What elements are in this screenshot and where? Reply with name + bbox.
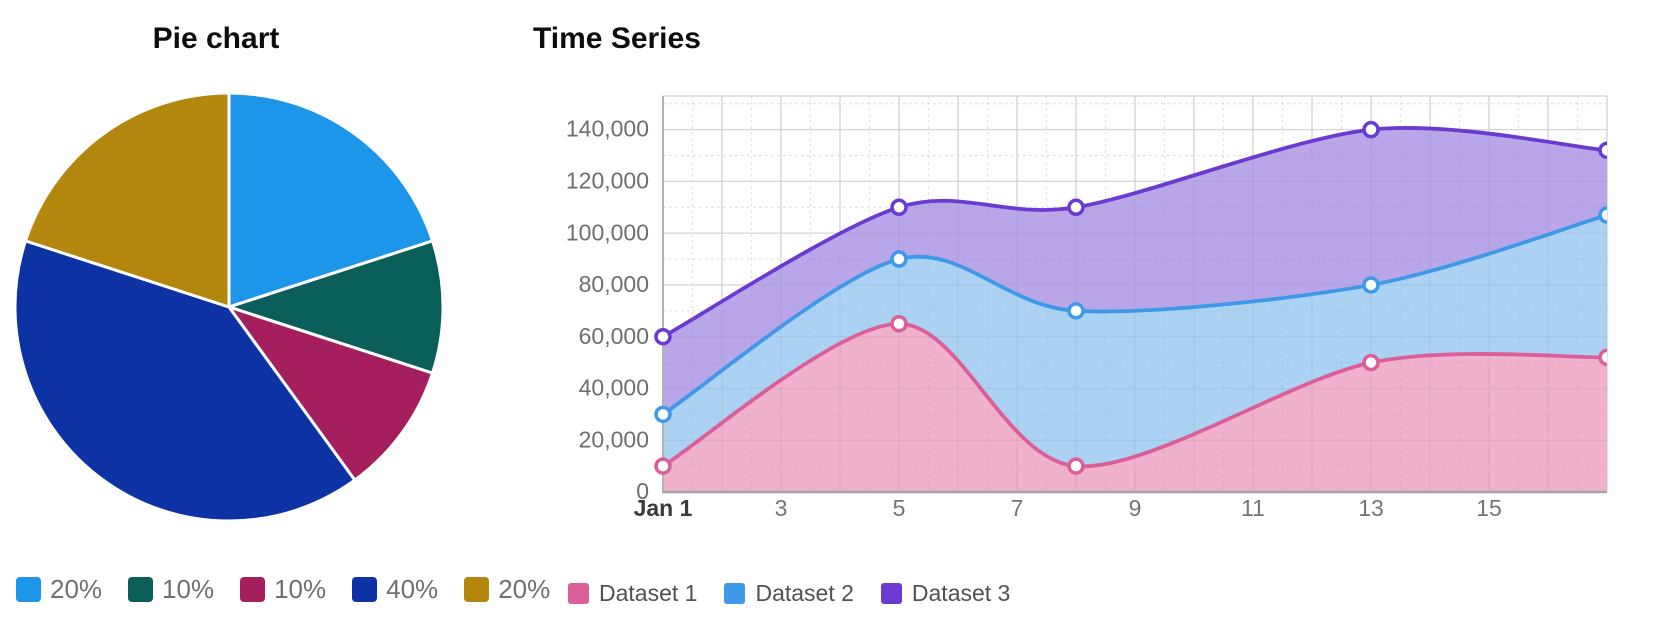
y-tick-label-120,000: 120,000	[566, 167, 649, 193]
data-point-Dataset 3-day5	[890, 198, 908, 217]
pie-legend-swatch-3	[352, 577, 378, 602]
y-tick-label-80,000: 80,000	[579, 271, 649, 297]
pie-slice-20%-4	[23, 91, 231, 309]
ts-legend-label-2: Dataset 3	[911, 580, 1011, 606]
ts-legend-label-1: Dataset 2	[755, 580, 854, 606]
x-tick-label-9: 9	[1129, 495, 1142, 521]
data-point-Dataset 3-day17	[1598, 141, 1607, 160]
data-point-Dataset 3-day8	[1067, 198, 1085, 217]
pie-legend-label-1: 10%	[162, 574, 215, 604]
data-point-Dataset 1-day1	[654, 457, 672, 475]
pie-legend-swatch-2	[240, 577, 266, 602]
y-tick-label-0: 0	[636, 478, 649, 504]
pie-legend-label-3: 40%	[386, 574, 439, 604]
pie-legend-item-3[interactable]: 40%	[352, 574, 438, 605]
time-series-grid-overlay	[663, 95, 1608, 492]
x-tick-label-7: 7	[1011, 495, 1024, 521]
time-series-title: Time Series	[533, 22, 701, 55]
pie-legend-label-2: 10%	[274, 574, 327, 604]
time-series-legend: Dataset 1 Dataset 2 Dataset 3	[568, 580, 1010, 607]
x-tick-label-11: 11	[1241, 495, 1265, 521]
y-tick-label-20,000: 20,000	[579, 426, 649, 452]
x-tick-label-3: 3	[775, 495, 788, 521]
y-tick-label-100,000: 100,000	[566, 219, 649, 245]
y-tick-label-40,000: 40,000	[579, 375, 649, 401]
ts-legend-item-1[interactable]: Dataset 2	[724, 580, 854, 607]
data-point-Dataset 3-day1	[654, 327, 672, 346]
data-point-Dataset 1-day5	[890, 315, 908, 333]
ts-legend-swatch-0	[568, 583, 589, 604]
data-point-Dataset 3-day13	[1362, 120, 1380, 139]
data-point-Dataset 1-day13	[1362, 353, 1380, 372]
data-point-Dataset 2-day5	[890, 250, 908, 268]
pie-legend-label-0: 20%	[50, 574, 103, 604]
pie-slice-40%-3	[13, 239, 357, 523]
data-point-Dataset 2-day8	[1067, 302, 1085, 320]
data-point-Dataset 2-day1	[654, 405, 672, 424]
time-series-lines	[654, 120, 1607, 475]
pie-legend-item-2[interactable]: 10%	[240, 574, 326, 605]
data-point-Dataset 1-day8	[1067, 457, 1085, 475]
pie-legend: 20% 10% 10% 40% 20%	[16, 574, 550, 605]
pie-legend-item-0[interactable]: 20%	[16, 574, 102, 605]
y-tick-label-140,000: 140,000	[566, 116, 649, 142]
pie-slice-20%-0	[227, 91, 435, 309]
pie-legend-item-1[interactable]: 10%	[128, 574, 214, 605]
data-point-Dataset 2-day13	[1362, 276, 1380, 294]
x-tick-label-15: 15	[1476, 495, 1502, 521]
ts-legend-item-0[interactable]: Dataset 1	[568, 580, 697, 607]
data-point-Dataset 1-day17	[1598, 348, 1607, 367]
ts-legend-swatch-2	[880, 583, 902, 604]
ts-legend-label-0: Dataset 1	[599, 580, 698, 606]
pie-legend-item-4[interactable]: 20%	[464, 574, 550, 605]
pie-legend-label-4: 20%	[498, 574, 551, 604]
pie-legend-swatch-4	[464, 577, 490, 602]
x-tick-label-Jan 1: Jan 1	[634, 495, 693, 521]
y-tick-label-60,000: 60,000	[579, 323, 649, 349]
time-series-axis-labels: 0 20,000 40,000 60,000 80,000 100,000 120,000 1…	[566, 116, 1502, 521]
ts-legend-swatch-1	[724, 583, 746, 604]
data-point-Dataset 2-day17	[1598, 206, 1607, 224]
ts-legend-item-2[interactable]: Dataset 3	[880, 580, 1011, 607]
time-series-axes	[662, 96, 1607, 494]
pie-legend-swatch-0	[16, 577, 41, 602]
pie-chart-title: Pie chart	[152, 22, 280, 55]
pie-slice-10%-1	[227, 239, 445, 375]
x-tick-label-13: 13	[1358, 495, 1384, 521]
pie-chart	[13, 91, 445, 523]
pie-slice-10%-2	[227, 305, 435, 482]
pie-legend-swatch-1	[128, 577, 154, 602]
x-tick-label-5: 5	[893, 495, 906, 521]
